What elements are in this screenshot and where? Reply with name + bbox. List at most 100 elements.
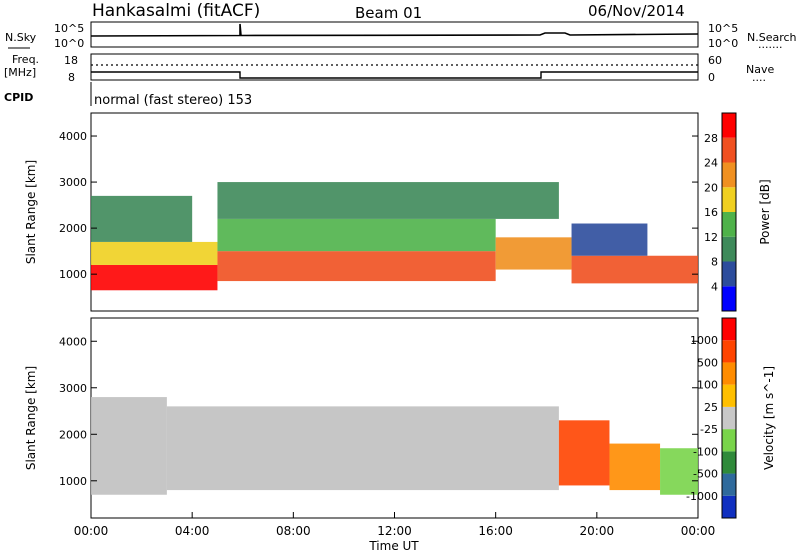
power-colorbar-swatch-1 [722,261,736,287]
velocity-colorbar-tick-6: -500 [693,468,718,481]
power-marks [91,182,698,291]
power-ytick-label-2: 3000 [59,176,87,189]
x-tick-label-0: 00:00 [74,524,109,538]
power-band-7 [571,255,698,284]
nsearch-tick-bottom: 10^0 [708,37,738,50]
velocity-colorbar-swatch-8 [722,318,736,341]
power-colorbar-tick-2: 12 [704,231,718,244]
velocity-colorbar-swatch-4 [722,406,736,430]
power-colorbar-tick-5: 24 [704,157,718,170]
velocity-ytick-label-3: 4000 [59,335,87,348]
power-colorbar: 4 8 12 16 20 24 28 [704,112,737,312]
velocity-colorbar-tick-1: 500 [697,356,718,369]
power-colorbar-swatch-2 [722,236,736,262]
beam-label: Beam 01 [355,4,422,22]
velocity-band-0 [91,397,167,495]
velocity-colorbar-swatch-5 [722,384,736,407]
freq-trace [91,71,698,79]
power-band-4 [217,218,496,252]
velocity-band-3 [609,443,661,491]
velocity-colorbar-swatch-7 [722,340,736,363]
velocity-colorbar-tick-4: -25 [700,423,718,436]
power-colorbar-tick-0: 4 [711,280,718,293]
velocity-colorbar-frame [721,317,737,519]
velocity-band-4 [660,448,698,495]
x-tick-label-5: 20:00 [580,524,615,538]
cpid-value: normal (fast stereo) 153 [94,93,252,108]
date-label: 06/Nov/2014 [588,2,685,20]
x-tick-label-2: 08:00 [276,524,311,538]
velocity-colorbar-swatch-1 [722,473,736,496]
nsearch-marker: ....... [758,38,782,51]
velocity-colorbar-swatch-2 [722,451,736,474]
velocity-band-2 [558,420,610,486]
velocity-ytick-label-1: 2000 [59,428,87,441]
freq-unit: [MHz] [4,66,36,79]
power-band-3 [217,251,496,282]
power-ylabel: Slant Range [km] [24,160,38,264]
x-tick-label-4: 16:00 [478,524,513,538]
freq-label: Freq. [12,53,39,66]
nsky-panel: N.Sky 10^5 10^0 10^5 10^0 N.Search .....… [5,21,797,51]
nsky-tick-bottom: 10^0 [54,37,84,50]
freq-tick-top: 18 [64,54,78,67]
velocity-colorbar-swatch-6 [722,362,736,385]
power-colorbar-tick-6: 28 [704,132,718,145]
nsky-tick-top: 10^5 [54,22,84,35]
cpid-label: CPID [4,91,33,104]
velocity-colorbar: 1000 500 100 25 -25 -100 -500 -1000 [686,317,737,519]
velocity-panel: 1000 2000 3000 4000 Slant Range [km] 1000 50… [24,317,776,553]
power-band-8 [571,223,648,256]
power-colorbar-label: Power [dB] [758,179,772,244]
power-colorbar-swatch-6 [722,137,736,163]
nsky-trace [90,23,699,37]
time-x-axis: 00:00 04:00 08:00 12:00 16:00 20:00 00:00 [74,512,716,538]
nave-tick-top: 60 [708,54,722,67]
velocity-ytick-label-2: 3000 [59,382,87,395]
power-panel: 1000 2000 3000 4000 Slant Range [km] 4 8 12 16… [24,112,772,312]
nave-marker: .... [752,71,766,84]
nsky-label: N.Sky [5,31,37,44]
power-colorbar-swatch-5 [722,162,736,188]
velocity-y-axis: 1000 2000 3000 4000 [59,335,698,488]
power-colorbar-tick-3: 16 [704,206,718,219]
nave-tick-bottom: 0 [708,71,715,84]
velocity-ylabel: Slant Range [km] [24,366,38,470]
velocity-colorbar-label: Velocity [m s^-1] [762,366,776,470]
nsearch-tick-top: 10^5 [708,22,738,35]
nsearch-label: N.Search [747,31,797,44]
power-colorbar-swatch-7 [722,113,736,138]
power-colorbar-swatch-3 [722,212,736,237]
velocity-colorbar-tick-3: 25 [704,401,718,414]
power-ytick-label-1: 2000 [59,222,87,235]
cpid-panel: CPID normal (fast stereo) 153 [4,82,252,108]
velocity-marks [91,397,698,495]
velocity-colorbar-tick-5: -100 [693,445,718,458]
power-band-6 [495,237,572,270]
power-colorbar-frame [721,112,737,312]
station-title: Hankasalmi (fitACF) [92,1,260,21]
x-tick-label-1: 04:00 [175,524,210,538]
velocity-colorbar-swatch-0 [722,495,736,518]
nave-label: Nave [746,63,774,76]
power-y-axis: 1000 2000 3000 4000 [59,130,698,281]
power-band-1 [91,241,218,265]
velocity-ytick-label-0: 1000 [59,475,87,488]
velocity-colorbar-swatch-3 [722,429,736,452]
power-band-5 [217,182,559,219]
velocity-colorbar-tick-2: 100 [697,379,718,392]
power-band-0 [91,264,218,291]
power-band-2 [91,195,193,242]
velocity-colorbar-tick-0: 1000 [690,334,718,347]
x-tick-label-6: 00:00 [681,524,716,538]
power-colorbar-swatch-4 [722,187,736,212]
velocity-band-1 [166,406,559,491]
x-tick-label-3: 12:00 [377,524,412,538]
time-xlabel: Time UT [368,539,419,553]
velocity-colorbar-tick-7: -1000 [686,490,718,503]
power-ytick-label-3: 4000 [59,130,87,143]
freq-tick-bottom: 8 [68,71,75,84]
power-colorbar-swatch-0 [722,286,736,311]
